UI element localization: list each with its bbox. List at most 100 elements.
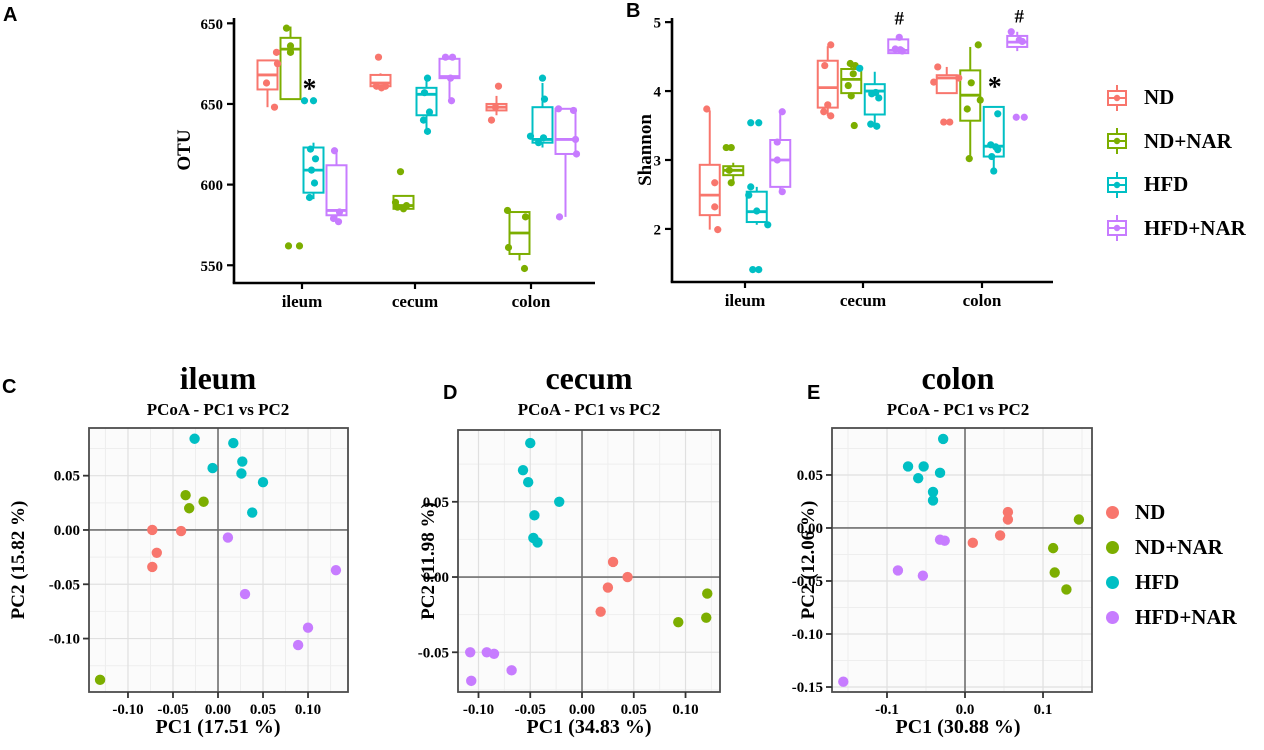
legend-label: HFD bbox=[1144, 172, 1189, 197]
boxplot-glyph-icon bbox=[1104, 170, 1130, 200]
panel-border bbox=[457, 429, 721, 693]
point-HFD bbox=[257, 476, 269, 488]
point-ND+NAR bbox=[1061, 584, 1072, 595]
point-HFD+NAR bbox=[302, 622, 314, 633]
point-HFD bbox=[918, 461, 929, 472]
box-ileum-ND+NAR bbox=[279, 36, 302, 101]
significance-annotation: # bbox=[895, 9, 905, 30]
point-ND+NAR bbox=[1049, 567, 1060, 578]
scatter-points bbox=[465, 437, 713, 687]
legend-item-nd: ND bbox=[1104, 76, 1246, 120]
boxplot-legend: ND ND+NAR HFD HFD+NAR bbox=[1104, 76, 1246, 250]
x-category-label: colon bbox=[512, 292, 551, 311]
point-HFD+NAR bbox=[488, 648, 500, 659]
axes: 650 650 600 550 ileum cecum colon bbox=[201, 17, 595, 311]
point-HFD+NAR bbox=[466, 675, 477, 687]
point-HFD+NAR bbox=[292, 639, 304, 651]
jitter-points bbox=[262, 24, 581, 273]
legend-item-hfd: HFD bbox=[1104, 163, 1246, 207]
point-HFD+NAR bbox=[892, 565, 904, 576]
legend-item-hfd: HFD bbox=[1106, 565, 1237, 600]
point-HFD bbox=[228, 437, 239, 449]
legend-item-nd-nar: ND+NAR bbox=[1104, 120, 1246, 164]
point-ND bbox=[175, 525, 187, 537]
box-cecum-ND bbox=[816, 59, 839, 109]
point-HFD bbox=[554, 496, 565, 507]
pc2-axis-title-ileum: PC2 (15.82 %) bbox=[8, 500, 29, 620]
y-tick-label: 550 bbox=[201, 259, 224, 275]
panel-letter-b: B bbox=[626, 0, 641, 22]
y-tick-label: -0.05 bbox=[792, 574, 823, 590]
panel-background bbox=[458, 430, 720, 692]
pcoa-title-colon: colon bbox=[921, 360, 995, 396]
legend-label: ND+NAR bbox=[1144, 128, 1232, 153]
x-tick-label: 0.10 bbox=[672, 702, 698, 718]
x-tick-label: 0.00 bbox=[205, 702, 231, 718]
y-tick-label: -0.05 bbox=[49, 577, 80, 593]
point-HFD bbox=[517, 464, 529, 476]
pcoa-subtitle-ileum: PCoA - PC1 vs PC2 bbox=[146, 400, 290, 419]
pc2-axis-title-cecum: PC2 (11.98 %) bbox=[418, 502, 439, 620]
y-tick-label: 4 bbox=[654, 85, 662, 101]
point-HFD bbox=[927, 495, 939, 506]
x-tick-label: 0.1 bbox=[1034, 702, 1053, 718]
point-HFD bbox=[237, 456, 248, 467]
point-ND bbox=[151, 547, 162, 558]
x-tick-label: -0.05 bbox=[157, 702, 188, 718]
point-HFD bbox=[927, 486, 939, 498]
pcoa-colon-scatter: -0.1 0.0 0.1 0.05 0.00 -0.05 -0.10 -0.15 bbox=[792, 427, 1093, 718]
point-HFD+NAR bbox=[917, 570, 929, 581]
x-category-label: ileum bbox=[282, 292, 323, 311]
axis-ticks: -0.1 0.0 0.1 0.05 0.00 -0.05 -0.10 -0.15 bbox=[792, 468, 1053, 718]
scatter-legend: ND ND+NAR HFD HFD+NAR bbox=[1106, 495, 1237, 635]
x-tick-label: 0.10 bbox=[295, 702, 321, 718]
panel-letter-e: E bbox=[807, 382, 821, 404]
significance-annotation: * bbox=[988, 72, 1002, 103]
pcoa-cecum-scatter: -0.10 -0.05 0.00 0.05 0.10 0.05 0.00 -0.05 bbox=[418, 429, 721, 718]
y-tick-label: 0.00 bbox=[54, 523, 80, 539]
y-tick-label: 650 bbox=[201, 17, 224, 33]
point-HFD bbox=[529, 510, 540, 521]
scatter-points bbox=[94, 433, 342, 686]
gridlines bbox=[89, 428, 348, 692]
shannon-boxplot: 5 4 3 2 ileum cecum colon # # * bbox=[654, 7, 1053, 310]
point-ND+NAR bbox=[198, 496, 209, 507]
point-glyph-icon bbox=[1106, 611, 1119, 624]
point-ND+NAR bbox=[180, 490, 191, 501]
y-tick-label: 0.05 bbox=[54, 469, 80, 485]
pcoa-subtitle-cecum: PCoA - PC1 vs PC2 bbox=[517, 400, 661, 419]
box-ileum-HFD+NAR bbox=[325, 164, 348, 217]
y-tick-label: 0.00 bbox=[797, 521, 823, 537]
legend-item-nd: ND bbox=[1106, 495, 1237, 530]
y-tick-label: -0.15 bbox=[792, 680, 823, 696]
axis-ticks: -0.10 -0.05 0.00 0.05 0.10 0.05 0.00 -0.05 bbox=[418, 495, 699, 718]
point-HFD+NAR bbox=[222, 532, 234, 543]
y-tick-label: 600 bbox=[201, 178, 224, 194]
x-category-label: colon bbox=[963, 291, 1002, 310]
point-HFD+NAR bbox=[330, 564, 342, 576]
legend-label: ND+NAR bbox=[1135, 535, 1223, 559]
significance-annotation: # bbox=[1015, 7, 1025, 28]
y-tick-label: 650 bbox=[201, 97, 224, 113]
pc1-axis-title-colon: PC1 (30.88 %) bbox=[895, 716, 1021, 738]
panel-background bbox=[832, 428, 1092, 692]
panel-border bbox=[831, 427, 1093, 693]
significance-annotation: * bbox=[303, 74, 317, 105]
pcoa-subtitle-colon: PCoA - PC1 vs PC2 bbox=[886, 400, 1030, 419]
y-tick-label: 3 bbox=[654, 153, 662, 169]
y-tick-label: 5 bbox=[654, 16, 662, 32]
pc1-axis-title-ileum: PC1 (17.51 %) bbox=[155, 716, 281, 738]
point-ND bbox=[607, 556, 619, 568]
point-ND+NAR bbox=[702, 588, 713, 599]
otu-boxplot: 650 650 600 550 ileum cecum colon * bbox=[201, 17, 595, 311]
x-tick-label: 0.00 bbox=[569, 702, 595, 718]
legend-label: HFD bbox=[1135, 570, 1180, 594]
y-tick-label: 0.00 bbox=[423, 570, 449, 586]
x-tick-label: -0.10 bbox=[112, 702, 143, 718]
point-ND+NAR bbox=[1073, 514, 1085, 525]
point-ND bbox=[967, 537, 979, 549]
panel-letter-a: A bbox=[3, 4, 18, 26]
point-ND+NAR bbox=[94, 674, 106, 686]
legend-item-hfd-nar: HFD+NAR bbox=[1104, 207, 1246, 251]
box-colon-ND bbox=[935, 74, 958, 95]
